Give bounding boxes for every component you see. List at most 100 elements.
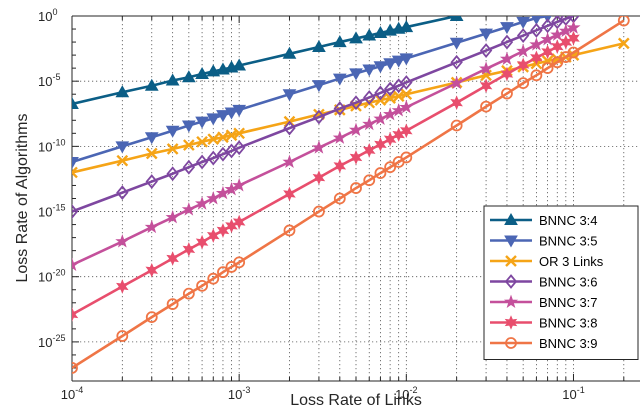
data-point — [479, 43, 493, 58]
data-point-stroke — [217, 131, 229, 144]
data-point — [450, 119, 463, 132]
data-point — [400, 123, 413, 138]
data-point — [566, 20, 581, 34]
data-point — [349, 95, 363, 111]
data-point-stroke — [116, 154, 129, 167]
data-point — [283, 224, 296, 237]
data-point — [501, 87, 513, 100]
data-point — [374, 167, 387, 179]
data-point-stroke — [400, 88, 413, 101]
series-6 — [72, 30, 580, 322]
data-point — [332, 73, 347, 86]
data-point — [516, 43, 531, 58]
data-point — [530, 22, 543, 38]
data-point — [517, 77, 530, 90]
legend-label: BNNC 3:4 — [539, 213, 598, 228]
data-point — [479, 78, 493, 94]
data-point — [373, 61, 388, 74]
data-point — [449, 16, 464, 21]
data-point — [333, 158, 347, 174]
data-point — [373, 25, 388, 38]
data-point — [541, 18, 554, 34]
data-point — [145, 262, 159, 278]
data-point — [72, 257, 80, 271]
data-point — [383, 107, 398, 121]
x-tick-label: 10-2 — [395, 385, 417, 402]
data-point — [72, 96, 79, 109]
data-point — [541, 62, 554, 75]
data-point — [362, 116, 377, 131]
data-point — [350, 182, 362, 194]
data-point — [617, 37, 630, 50]
data-point-stroke — [617, 37, 630, 50]
data-point — [391, 55, 406, 68]
data-point — [332, 35, 347, 48]
series-5 — [72, 20, 581, 271]
data-point — [529, 37, 544, 51]
y-tick-label: 10-20 — [38, 268, 65, 285]
data-point — [499, 51, 515, 66]
data-point — [195, 154, 209, 170]
data-point — [349, 150, 363, 165]
data-point — [165, 125, 180, 138]
data-point — [166, 298, 179, 310]
data-point — [282, 154, 297, 168]
data-point — [551, 56, 564, 69]
data-point — [232, 58, 247, 71]
data-point — [165, 73, 180, 86]
data-point — [195, 116, 209, 129]
data-point — [567, 30, 580, 46]
x-tick-label: 10-3 — [228, 385, 250, 402]
data-point — [449, 75, 464, 90]
y-tick-label: 10-5 — [38, 72, 60, 89]
legend-label: BNNC 3:8 — [539, 316, 598, 331]
data-point — [312, 170, 326, 185]
data-point — [313, 205, 325, 218]
data-point — [349, 31, 363, 44]
data-point — [333, 192, 346, 205]
data-point — [195, 196, 210, 210]
data-point — [516, 57, 530, 73]
data-point — [384, 161, 397, 174]
data-point — [373, 111, 388, 125]
legend-label: BNNC 3:6 — [539, 275, 598, 290]
data-point — [181, 120, 196, 133]
series-2 — [72, 16, 552, 170]
data-point — [348, 122, 364, 137]
data-point — [283, 186, 296, 202]
data-point — [216, 146, 230, 162]
data-point — [363, 90, 376, 105]
data-point — [207, 272, 220, 285]
data-point — [233, 127, 246, 140]
y-tick-label: 10-25 — [38, 333, 65, 350]
data-point — [399, 20, 414, 33]
legend-label: OR 3 Links — [539, 254, 604, 269]
legend-marker-stroke — [505, 255, 517, 267]
data-point — [383, 58, 397, 71]
data-point — [311, 140, 326, 154]
data-point — [165, 209, 180, 224]
y-tick-label: 10-15 — [38, 203, 65, 220]
data-point — [144, 219, 159, 234]
data-point — [181, 202, 196, 216]
data-point — [400, 151, 413, 164]
data-point-stroke — [392, 90, 405, 103]
data-point-stroke — [72, 166, 78, 175]
data-point — [312, 80, 326, 93]
legend-entry: OR 3 Links — [490, 254, 604, 269]
data-point — [116, 185, 129, 201]
data-point — [207, 150, 220, 166]
data-point — [196, 135, 208, 148]
series-line — [72, 16, 574, 213]
legend-label: BNNC 3:5 — [539, 234, 598, 249]
data-point — [206, 64, 221, 77]
data-point — [182, 159, 196, 175]
legend-label: BNNC 3:9 — [539, 336, 598, 351]
data-point — [374, 85, 387, 101]
series-line — [72, 37, 575, 316]
data-point-stroke — [384, 92, 396, 104]
data-point — [362, 28, 377, 41]
data-point — [399, 53, 414, 66]
data-point — [282, 46, 297, 59]
data-point-stroke — [72, 170, 78, 179]
